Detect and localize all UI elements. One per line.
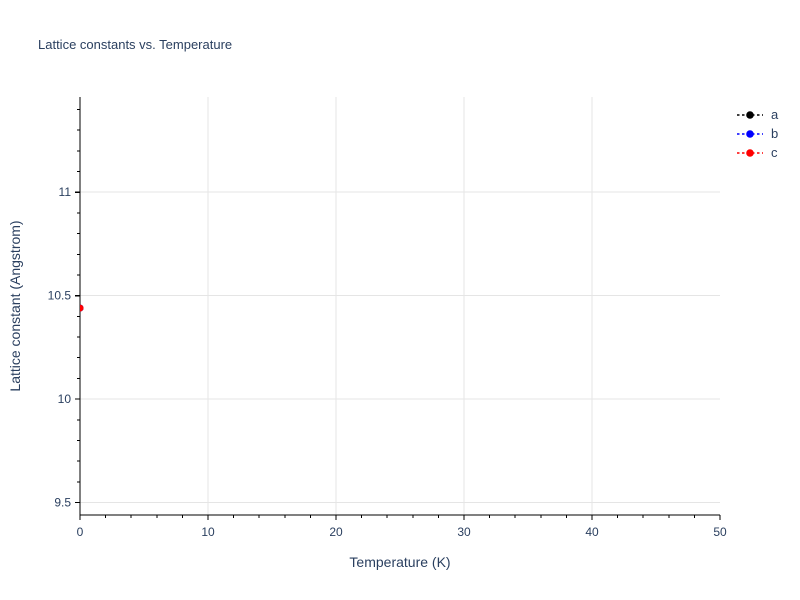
chart-title: Lattice constants vs. Temperature [38, 37, 233, 52]
legend-item-a[interactable]: a [736, 105, 778, 124]
x-tick-label: 0 [77, 525, 84, 539]
y-tick-label: 9.5 [54, 496, 71, 510]
legend-item-c[interactable]: c [736, 143, 778, 162]
legend-item-b[interactable]: b [736, 124, 778, 143]
y-axis-title: Lattice constant (Angstrom) [7, 220, 23, 392]
legend-line-sample-b [737, 129, 763, 138]
legend-line-sample-a [737, 110, 763, 119]
x-tick-label: 30 [457, 525, 471, 539]
x-tick-label: 40 [585, 525, 599, 539]
y-tick-label: 11 [59, 185, 72, 199]
data-point-c[interactable] [77, 304, 84, 312]
x-tick-label: 50 [713, 525, 727, 539]
y-tick-label: 10 [58, 392, 72, 406]
x-axis-title: Temperature (K) [349, 554, 451, 570]
legend-label-a: a [771, 107, 779, 122]
legend-label-c: c [771, 145, 778, 160]
y-tick-label: 10.5 [48, 289, 72, 303]
x-tick-label: 10 [201, 525, 215, 539]
legend-label-b: b [771, 126, 779, 141]
legend-line-sample-c [737, 148, 763, 157]
series-group [77, 304, 84, 312]
x-tick-label: 20 [329, 525, 343, 539]
